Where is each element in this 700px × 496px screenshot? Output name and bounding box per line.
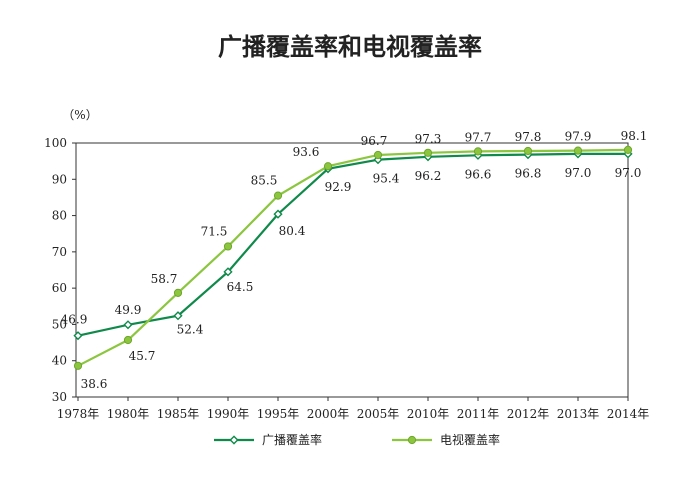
y-tick-label: 40 [52, 354, 67, 368]
data-point-circle [173, 288, 183, 297]
legend-label-0: 广播覆盖率 [262, 432, 322, 447]
axes: 30 40 50 60 70 80 90 100 1978年 1980年 1985年 1990年 199… [44, 136, 649, 421]
x-tick-label: 2013年 [557, 407, 600, 421]
data-label: 96.8 [515, 167, 542, 181]
plot-frame [75, 142, 629, 398]
data-point-circle [123, 335, 133, 345]
data-label: 96.2 [415, 169, 442, 183]
data-label: 92.9 [325, 180, 352, 194]
legend-marker-circle [407, 435, 417, 445]
data-point-circle [573, 146, 583, 155]
data-label: 97.9 [565, 130, 592, 144]
x-tick-label: 1995年 [257, 407, 300, 421]
data-label: 95.4 [373, 172, 400, 186]
data-point-diamond [173, 311, 183, 321]
chart-title: 广播覆盖率和电视覆盖率 [218, 32, 482, 61]
data-point-circle [423, 148, 433, 157]
data-point-diamond [73, 331, 83, 341]
data-label: 38.6 [81, 377, 108, 391]
x-tick-label: 2011年 [457, 407, 500, 421]
data-label: 93.6 [293, 145, 320, 159]
data-label: 97.3 [415, 132, 442, 146]
x-tick-label: 1990年 [207, 407, 250, 421]
x-tick-label: 2005年 [357, 407, 400, 421]
data-point-circle [523, 146, 533, 156]
y-tick-label: 100 [44, 136, 67, 150]
data-point-diamond [223, 267, 233, 277]
x-tick-label: 1978年 [57, 407, 100, 421]
data-label: 64.5 [227, 280, 254, 294]
data-labels-layer: 46.9 49.9 52.4 64.5 80.4 92.9 95.4 96.2 96.6 96.8… [61, 129, 648, 391]
data-point-diamond [273, 209, 283, 219]
y-axis-unit-label: （%） [62, 108, 97, 122]
series-line-0 [77, 152, 628, 337]
data-label: 71.5 [201, 224, 228, 238]
data-label: 45.7 [129, 349, 156, 363]
x-tick-label: 2014年 [607, 407, 650, 421]
data-point-circle [623, 145, 633, 154]
x-tick-label: 2000年 [307, 407, 350, 421]
data-label: 58.7 [151, 272, 178, 286]
data-label: 80.4 [279, 224, 306, 238]
y-tick-label: 70 [52, 245, 67, 259]
data-label: 46.9 [61, 313, 88, 327]
data-label: 98.1 [621, 129, 648, 143]
y-tick-label: 60 [52, 281, 67, 295]
series-line-1 [77, 148, 629, 367]
data-point-circle [73, 361, 83, 370]
x-tick-label: 1985年 [157, 407, 200, 421]
data-point-circle [223, 242, 233, 251]
data-label: 49.9 [115, 303, 142, 317]
y-tick-label: 90 [52, 172, 67, 186]
data-point-circle [373, 150, 383, 160]
data-label: 97.0 [615, 166, 642, 180]
data-point-diamond [123, 320, 133, 330]
legend: 广播覆盖率 电视覆盖率 [214, 432, 500, 447]
data-label: 96.7 [361, 134, 388, 148]
data-label: 85.5 [251, 174, 278, 188]
x-tick-label: 2010年 [407, 407, 450, 421]
y-tick-label: 50 [52, 317, 67, 331]
data-label: 97.8 [515, 130, 542, 144]
series-layer [73, 145, 633, 370]
data-point-circle [473, 147, 483, 156]
data-point-circle [273, 191, 283, 200]
data-point-circle [323, 162, 333, 171]
data-label: 96.6 [465, 167, 492, 181]
y-tick-label: 30 [52, 390, 67, 404]
legend-marker-diamond [229, 435, 239, 445]
x-tick-label: 1980年 [107, 407, 150, 421]
y-tick-label: 80 [52, 209, 67, 223]
legend-label-1: 电视覆盖率 [440, 432, 500, 447]
data-label: 97.7 [465, 130, 492, 144]
data-label: 52.4 [177, 323, 204, 337]
x-tick-label: 2012年 [507, 407, 550, 421]
data-label: 97.0 [565, 166, 592, 180]
